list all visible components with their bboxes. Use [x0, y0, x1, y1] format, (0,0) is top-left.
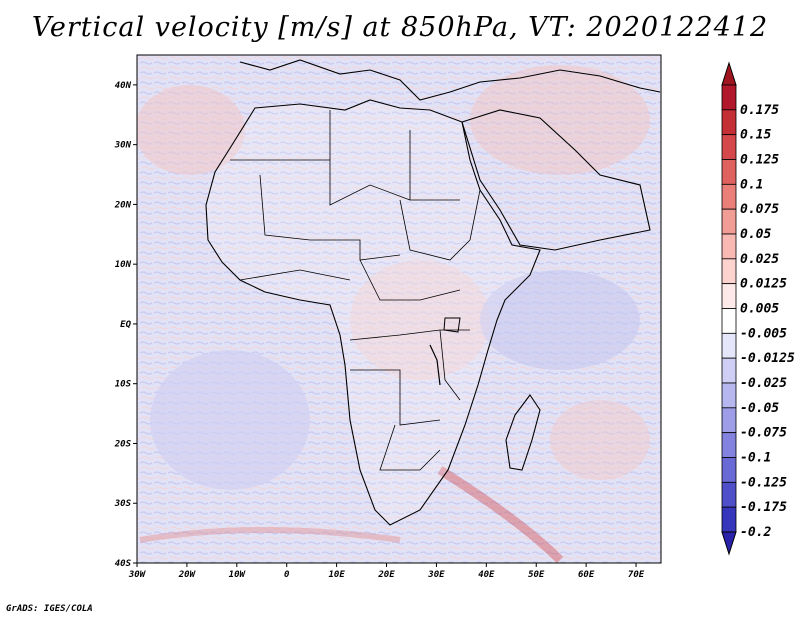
colorbar-label: -0.125 — [740, 475, 787, 490]
country-borders — [230, 110, 481, 471]
africa-coastline — [205, 99, 541, 526]
colorbar-label: -0.075 — [740, 426, 787, 441]
map-plot-area: 40N 30N 20N 10N EQ 10S 20S 30S 40S 30W 20W 10W 0 10E… — [114, 54, 662, 580]
colorbar-label: -0.005 — [740, 326, 787, 341]
updraft-patch — [550, 400, 650, 480]
grads-credit: GrADS: IGES/COLA — [6, 604, 93, 614]
lon-tick-label: 50E — [528, 570, 545, 580]
lon-tick-label: 10E — [328, 570, 345, 580]
colorbar-swatch — [721, 183, 737, 210]
colorbar-label: 0.005 — [740, 302, 779, 317]
colorbar-swatch — [721, 332, 737, 359]
lon-tick-label: 60E — [578, 570, 595, 580]
madagascar-coastline — [505, 394, 541, 471]
lake-victoria — [443, 317, 461, 333]
colorbar-max-arrow — [721, 61, 737, 86]
lon-tick-label: 0 — [284, 570, 290, 580]
lat-tick-label: 30S — [114, 499, 132, 509]
colorbar-swatch — [721, 432, 737, 458]
updraft-patch — [470, 65, 650, 175]
latitude-axis: 40N 30N 20N 10N EQ 10S 20S 30S 40S — [114, 81, 137, 569]
updraft-band — [139, 527, 401, 543]
colorbar-swatch — [721, 357, 737, 384]
updraft-band — [437, 466, 564, 563]
lon-tick-label: 40E — [478, 570, 495, 580]
colorbar-swatch — [721, 506, 737, 533]
lon-tick-label: 20E — [377, 570, 395, 580]
colorbar-label: -0.175 — [740, 500, 787, 515]
colorbar-label: -0.0125 — [740, 351, 795, 366]
colorbar-swatch — [721, 208, 737, 235]
colorbar-label: -0.1 — [740, 451, 771, 466]
colorbar-swatch — [721, 159, 737, 185]
updraft-patch — [350, 260, 490, 380]
colorbar-swatch — [721, 407, 737, 434]
colorbar: 0.175 0.15 0.125 0.1 0.075 0.05 0.025 0.0125 0.0… — [721, 61, 795, 556]
lat-tick-label: 10S — [115, 380, 132, 390]
lat-tick-label: 40N — [115, 81, 132, 91]
lat-tick-label: 30N — [114, 141, 132, 151]
colorbar-label: 0.0125 — [740, 277, 787, 292]
lat-tick-label: 20N — [114, 200, 132, 210]
map-title: Vertical velocity [m/s] at 850hPa, VT: 2… — [31, 12, 769, 43]
lake-tanganyika — [429, 344, 441, 386]
colorbar-swatch — [721, 382, 737, 409]
lon-tick-label: 10W — [229, 570, 247, 580]
colorbar-label: 0.075 — [740, 202, 779, 217]
colorbar-min-arrow — [721, 531, 737, 556]
colorbar-swatch — [721, 457, 737, 483]
colorbar-label: 0.15 — [740, 128, 771, 143]
colorbar-label: -0.05 — [740, 401, 779, 416]
colorbar-swatch — [721, 233, 737, 260]
colorbar-swatch — [721, 109, 737, 136]
colorbar-label: 0.05 — [740, 227, 771, 242]
colorbar-label: 0.1 — [740, 177, 763, 192]
longitude-axis: 30W 20W 10W 0 10E 20E 30E 40E 50E 60E 70E — [128, 563, 645, 580]
colorbar-swatch — [721, 134, 737, 160]
colorbar-label: 0.175 — [740, 103, 779, 118]
lon-tick-label: 30W — [128, 570, 147, 580]
downdraft-patch — [150, 350, 310, 490]
arabia-coastline — [461, 109, 651, 251]
updraft-patch — [137, 85, 245, 175]
lat-tick-label: 20S — [114, 439, 132, 449]
downdraft-patch — [480, 270, 640, 370]
colorbar-swatch — [721, 481, 737, 508]
lat-tick-label: 40S — [115, 559, 132, 569]
lon-tick-label: 70E — [628, 570, 645, 580]
colorbar-label: -0.2 — [740, 525, 771, 540]
lon-tick-label: 30E — [427, 570, 445, 580]
lat-tick-label: EQ — [120, 320, 131, 330]
europe-coastline — [239, 59, 661, 101]
map-frame — [136, 54, 662, 564]
colorbar-label: -0.025 — [740, 376, 787, 391]
lat-tick-label: 10N — [115, 260, 132, 270]
lon-tick-label: 20W — [178, 570, 197, 580]
colorbar-swatch — [721, 84, 737, 111]
colorbar-label: 0.025 — [740, 252, 779, 267]
colorbar-swatch — [721, 283, 737, 309]
colorbar-swatch — [721, 258, 737, 285]
colorbar-label: 0.125 — [740, 153, 779, 168]
colorbar-swatch — [721, 308, 737, 334]
